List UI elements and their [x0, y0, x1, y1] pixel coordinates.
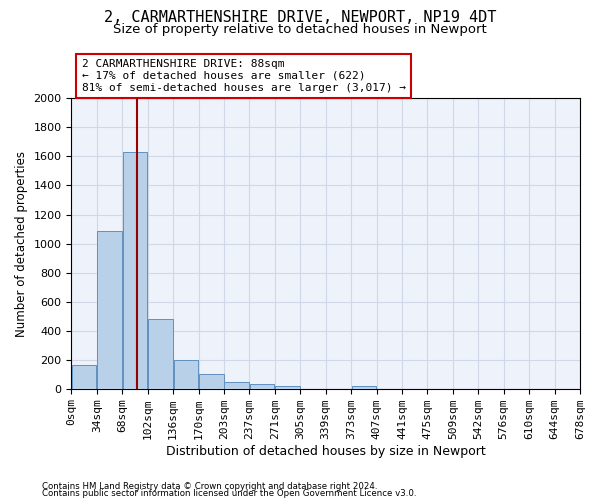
Bar [122, 152, 148, 388]
Text: 2, CARMARTHENSHIRE DRIVE, NEWPORT, NP19 4DT: 2, CARMARTHENSHIRE DRIVE, NEWPORT, NP19 … [104, 10, 496, 25]
Y-axis label: Number of detached properties: Number of detached properties [15, 150, 28, 336]
Bar [199, 374, 224, 388]
Text: 2 CARMARTHENSHIRE DRIVE: 88sqm
← 17% of detached houses are smaller (622)
81% of: 2 CARMARTHENSHIRE DRIVE: 88sqm ← 17% of … [82, 60, 406, 92]
Bar [97, 231, 122, 388]
Bar [352, 386, 376, 388]
Text: Size of property relative to detached houses in Newport: Size of property relative to detached ho… [113, 22, 487, 36]
X-axis label: Distribution of detached houses by size in Newport: Distribution of detached houses by size … [166, 444, 485, 458]
Text: Contains HM Land Registry data © Crown copyright and database right 2024.: Contains HM Land Registry data © Crown c… [42, 482, 377, 491]
Text: Contains public sector information licensed under the Open Government Licence v3: Contains public sector information licen… [42, 488, 416, 498]
Bar [224, 382, 249, 388]
Bar [275, 386, 300, 388]
Bar [250, 384, 274, 388]
Bar [148, 319, 173, 388]
Bar [72, 365, 97, 388]
Bar [173, 360, 198, 388]
